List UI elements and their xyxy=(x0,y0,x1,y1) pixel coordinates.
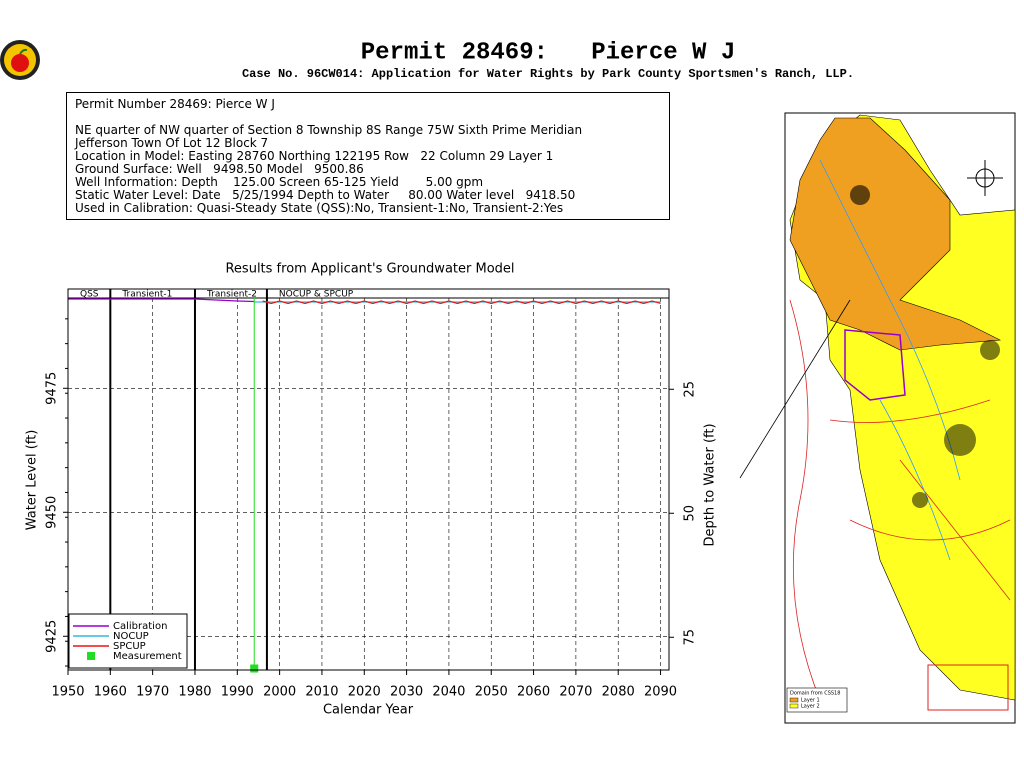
period-label: Transient-2 xyxy=(206,290,257,300)
page-subtitle: Case No. 96CW014: Application for Water … xyxy=(242,67,854,81)
page-title: Permit 28469: Pierce W J xyxy=(361,39,735,66)
y2-tick-label: 25 xyxy=(683,381,698,398)
info-line: Static Water Level: Date 5/25/1994 Depth… xyxy=(75,188,576,202)
info-line: Well Information: Depth 125.00 Screen 65… xyxy=(75,175,484,189)
x-tick-label: 2020 xyxy=(348,685,381,700)
legend-label: NOCUP xyxy=(113,631,149,642)
series-line xyxy=(262,300,661,305)
logo xyxy=(0,40,40,80)
legend-label: SPCUP xyxy=(113,641,146,652)
x-tick-label: 2030 xyxy=(390,685,423,700)
x-tick-label: 2050 xyxy=(475,685,508,700)
x-axis-label: Calendar Year xyxy=(323,703,414,718)
x-tick-label: 1980 xyxy=(178,685,211,700)
chart-title: Results from Applicant's Groundwater Mod… xyxy=(225,262,514,277)
legend-swatch xyxy=(87,652,95,660)
period-label: Transient-1 xyxy=(121,290,172,300)
info-line: Ground Surface: Well 9498.50 Model 9500.… xyxy=(75,162,364,176)
info-line: Jefferson Town Of Lot 12 Block 7 xyxy=(75,136,269,150)
map xyxy=(739,112,1016,724)
period-label: QSS xyxy=(80,290,99,300)
map-legend-title: Domain from CSS18 xyxy=(790,691,840,697)
y-tick-label: 9450 xyxy=(45,496,60,529)
y-tick-label: 9475 xyxy=(45,372,60,405)
x-tick-label: 1950 xyxy=(51,685,84,700)
permit-info: Permit Number 28469: Pierce W J NE quart… xyxy=(66,92,670,220)
x-tick-label: 2040 xyxy=(432,685,465,700)
info-line: NE quarter of NW quarter of Section 8 To… xyxy=(75,123,583,137)
map-legend-label: Layer 2 xyxy=(801,704,820,710)
map-legend-label: Layer 1 xyxy=(801,698,820,704)
y2-tick-label: 75 xyxy=(683,629,698,646)
y2-axis-label: Depth to Water (ft) xyxy=(703,423,718,546)
info-heading: Permit Number 28469: Pierce W J xyxy=(75,97,275,111)
legend-label: Measurement xyxy=(113,651,182,662)
x-tick-label: 2080 xyxy=(602,685,635,700)
info-line: Used in Calibration: Quasi-Steady State … xyxy=(75,201,564,215)
series-line xyxy=(68,298,255,303)
x-tick-label: 2070 xyxy=(559,685,592,700)
measurement-point xyxy=(250,664,259,673)
x-tick-label: 2000 xyxy=(263,685,296,700)
x-tick-label: 2060 xyxy=(517,685,550,700)
period-label: NOCUP & SPCUP xyxy=(279,290,354,300)
x-tick-label: 1970 xyxy=(136,685,169,700)
info-line: Location in Model: Easting 28760 Northin… xyxy=(75,149,554,163)
y-tick-label: 9425 xyxy=(45,620,60,653)
x-tick-label: 2090 xyxy=(644,685,677,700)
x-tick-label: 2010 xyxy=(305,685,338,700)
plot-frame xyxy=(67,288,670,671)
y2-tick-label: 50 xyxy=(683,505,698,522)
x-tick-label: 1960 xyxy=(94,685,127,700)
legend-label: Calibration xyxy=(113,621,167,632)
y-axis-label: Water Level (ft) xyxy=(25,430,40,531)
plot-area xyxy=(68,289,669,670)
x-tick-label: 1990 xyxy=(221,685,254,700)
